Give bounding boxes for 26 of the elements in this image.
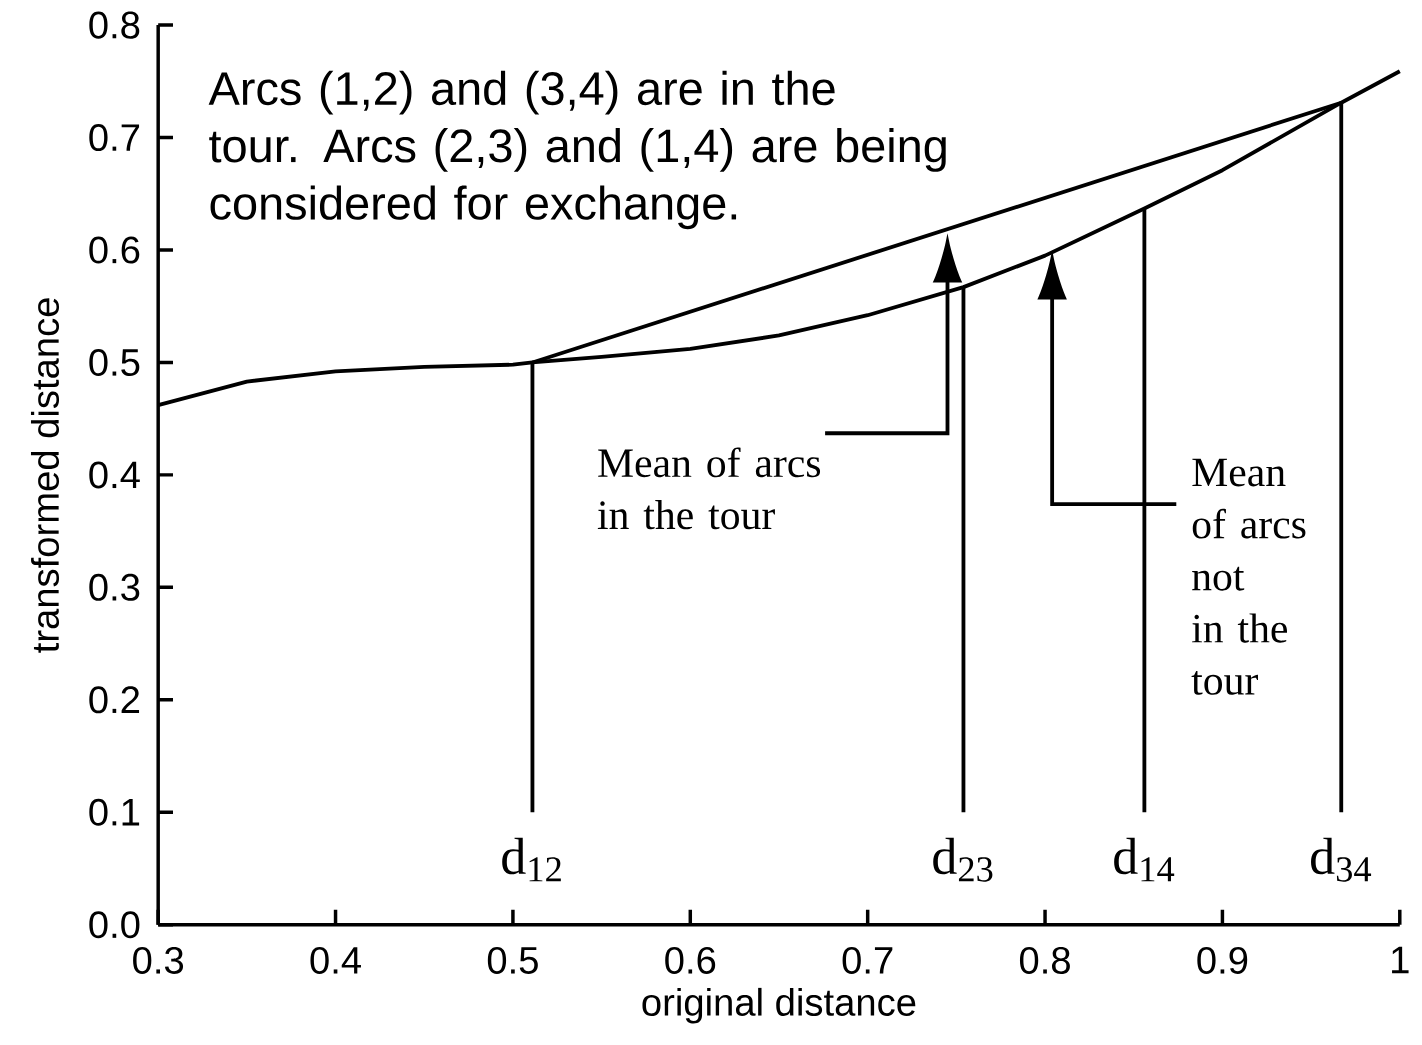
y-tick-label: 0.8 <box>89 11 140 39</box>
x-tick-label: 0.3 <box>133 946 184 974</box>
x-tick-label: 0.6 <box>665 946 716 974</box>
annotation: Mean of arcs not in the tour <box>1191 458 1306 695</box>
x-tick-label: 0.5 <box>487 946 538 974</box>
y-tick-label: 0.1 <box>89 798 140 826</box>
y-tick-label: 0.3 <box>89 573 140 601</box>
y-tick-label: 0.0 <box>89 911 140 939</box>
x-axis-title: original distance <box>642 987 916 1024</box>
annotation: Arcs (1,2) and (3,4) are in the tour. Arcs (2,3) and (1,4) are being considered for exchange. <box>208 70 946 230</box>
x-tick-label: 0.9 <box>1197 946 1248 974</box>
annotation: d$_{12}$ <box>502 837 561 882</box>
x-tick-label: 1 <box>1392 946 1409 973</box>
x-tick-label: 0.8 <box>1019 946 1070 974</box>
y-tick-label: 0.7 <box>89 123 140 151</box>
y-axis-title: transformed distance <box>30 298 60 653</box>
y-tick-label: 0.2 <box>89 686 140 714</box>
annotation: Mean of arcs in the tour <box>597 447 821 530</box>
y-tick-label: 0.4 <box>89 461 140 489</box>
x-tick-label: 0.4 <box>310 946 361 974</box>
x-tick-label: 0.7 <box>842 946 893 974</box>
annotation: d$_{34}$ <box>1311 837 1372 882</box>
annotation: d$_{23}$ <box>933 837 993 882</box>
annotation: d$_{14}$ <box>1114 837 1175 882</box>
y-tick-label: 0.5 <box>89 348 140 376</box>
y-tick-label: 0.6 <box>89 236 140 264</box>
